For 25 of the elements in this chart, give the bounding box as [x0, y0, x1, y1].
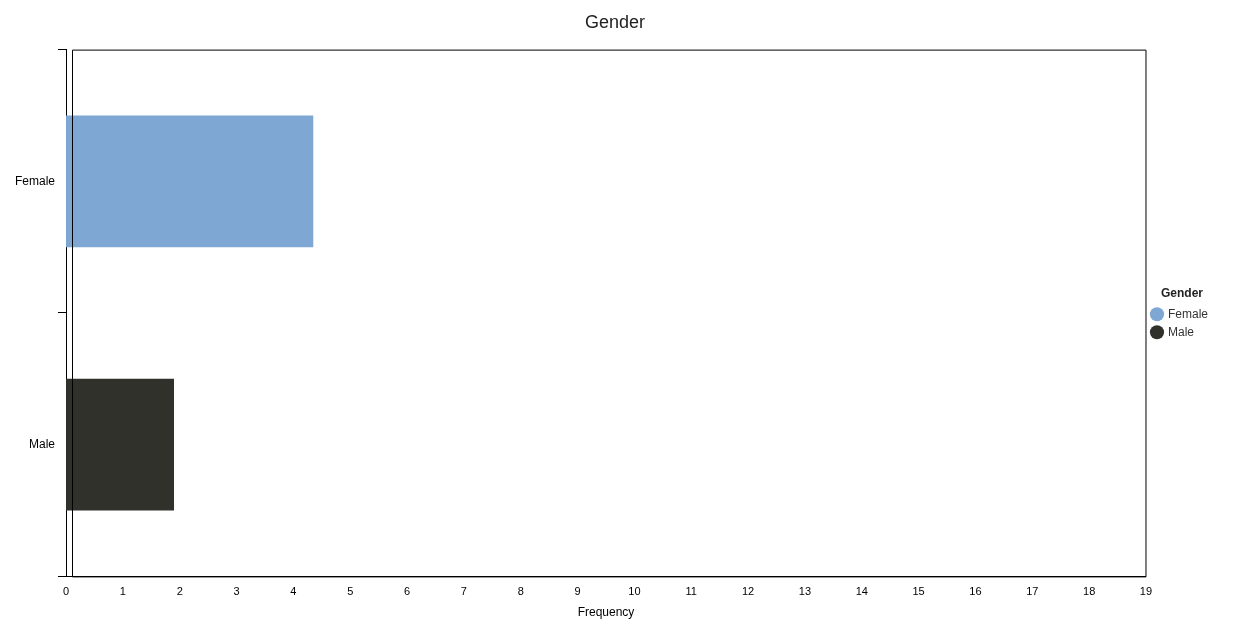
x-tick-label: 19: [1139, 585, 1153, 598]
x-tick-label: 18: [1083, 585, 1096, 598]
x-tick-label: 15: [912, 585, 925, 598]
chart-title: Gender: [584, 11, 646, 32]
x-tick-label: 13: [798, 585, 812, 598]
x-tick-label: 2: [176, 585, 183, 598]
x-tick-label: 3: [233, 585, 240, 598]
x-tick-label: 14: [855, 585, 868, 598]
x-tick-label: 10: [628, 585, 641, 598]
legend-title: Gender: [1160, 286, 1204, 301]
x-tick-label: 9: [574, 585, 581, 598]
x-axis-title: Frequency: [577, 605, 635, 620]
x-tick-label: 17: [1026, 585, 1039, 598]
x-tick-label: 16: [969, 585, 982, 598]
x-tick-label: 1: [119, 585, 126, 598]
x-tick-label: 4: [290, 585, 297, 598]
x-tick-label: 6: [404, 585, 411, 598]
legend-label: Male: [1167, 324, 1195, 339]
x-tick-label: 7: [460, 585, 467, 598]
x-tick-label: 0: [62, 585, 70, 598]
x-tick-label: 5: [347, 585, 354, 598]
x-tick-label: 12: [741, 585, 755, 598]
legend-label: Female: [1167, 306, 1209, 321]
x-tick-label: 11: [685, 585, 697, 598]
x-tick-label: 8: [517, 585, 524, 598]
